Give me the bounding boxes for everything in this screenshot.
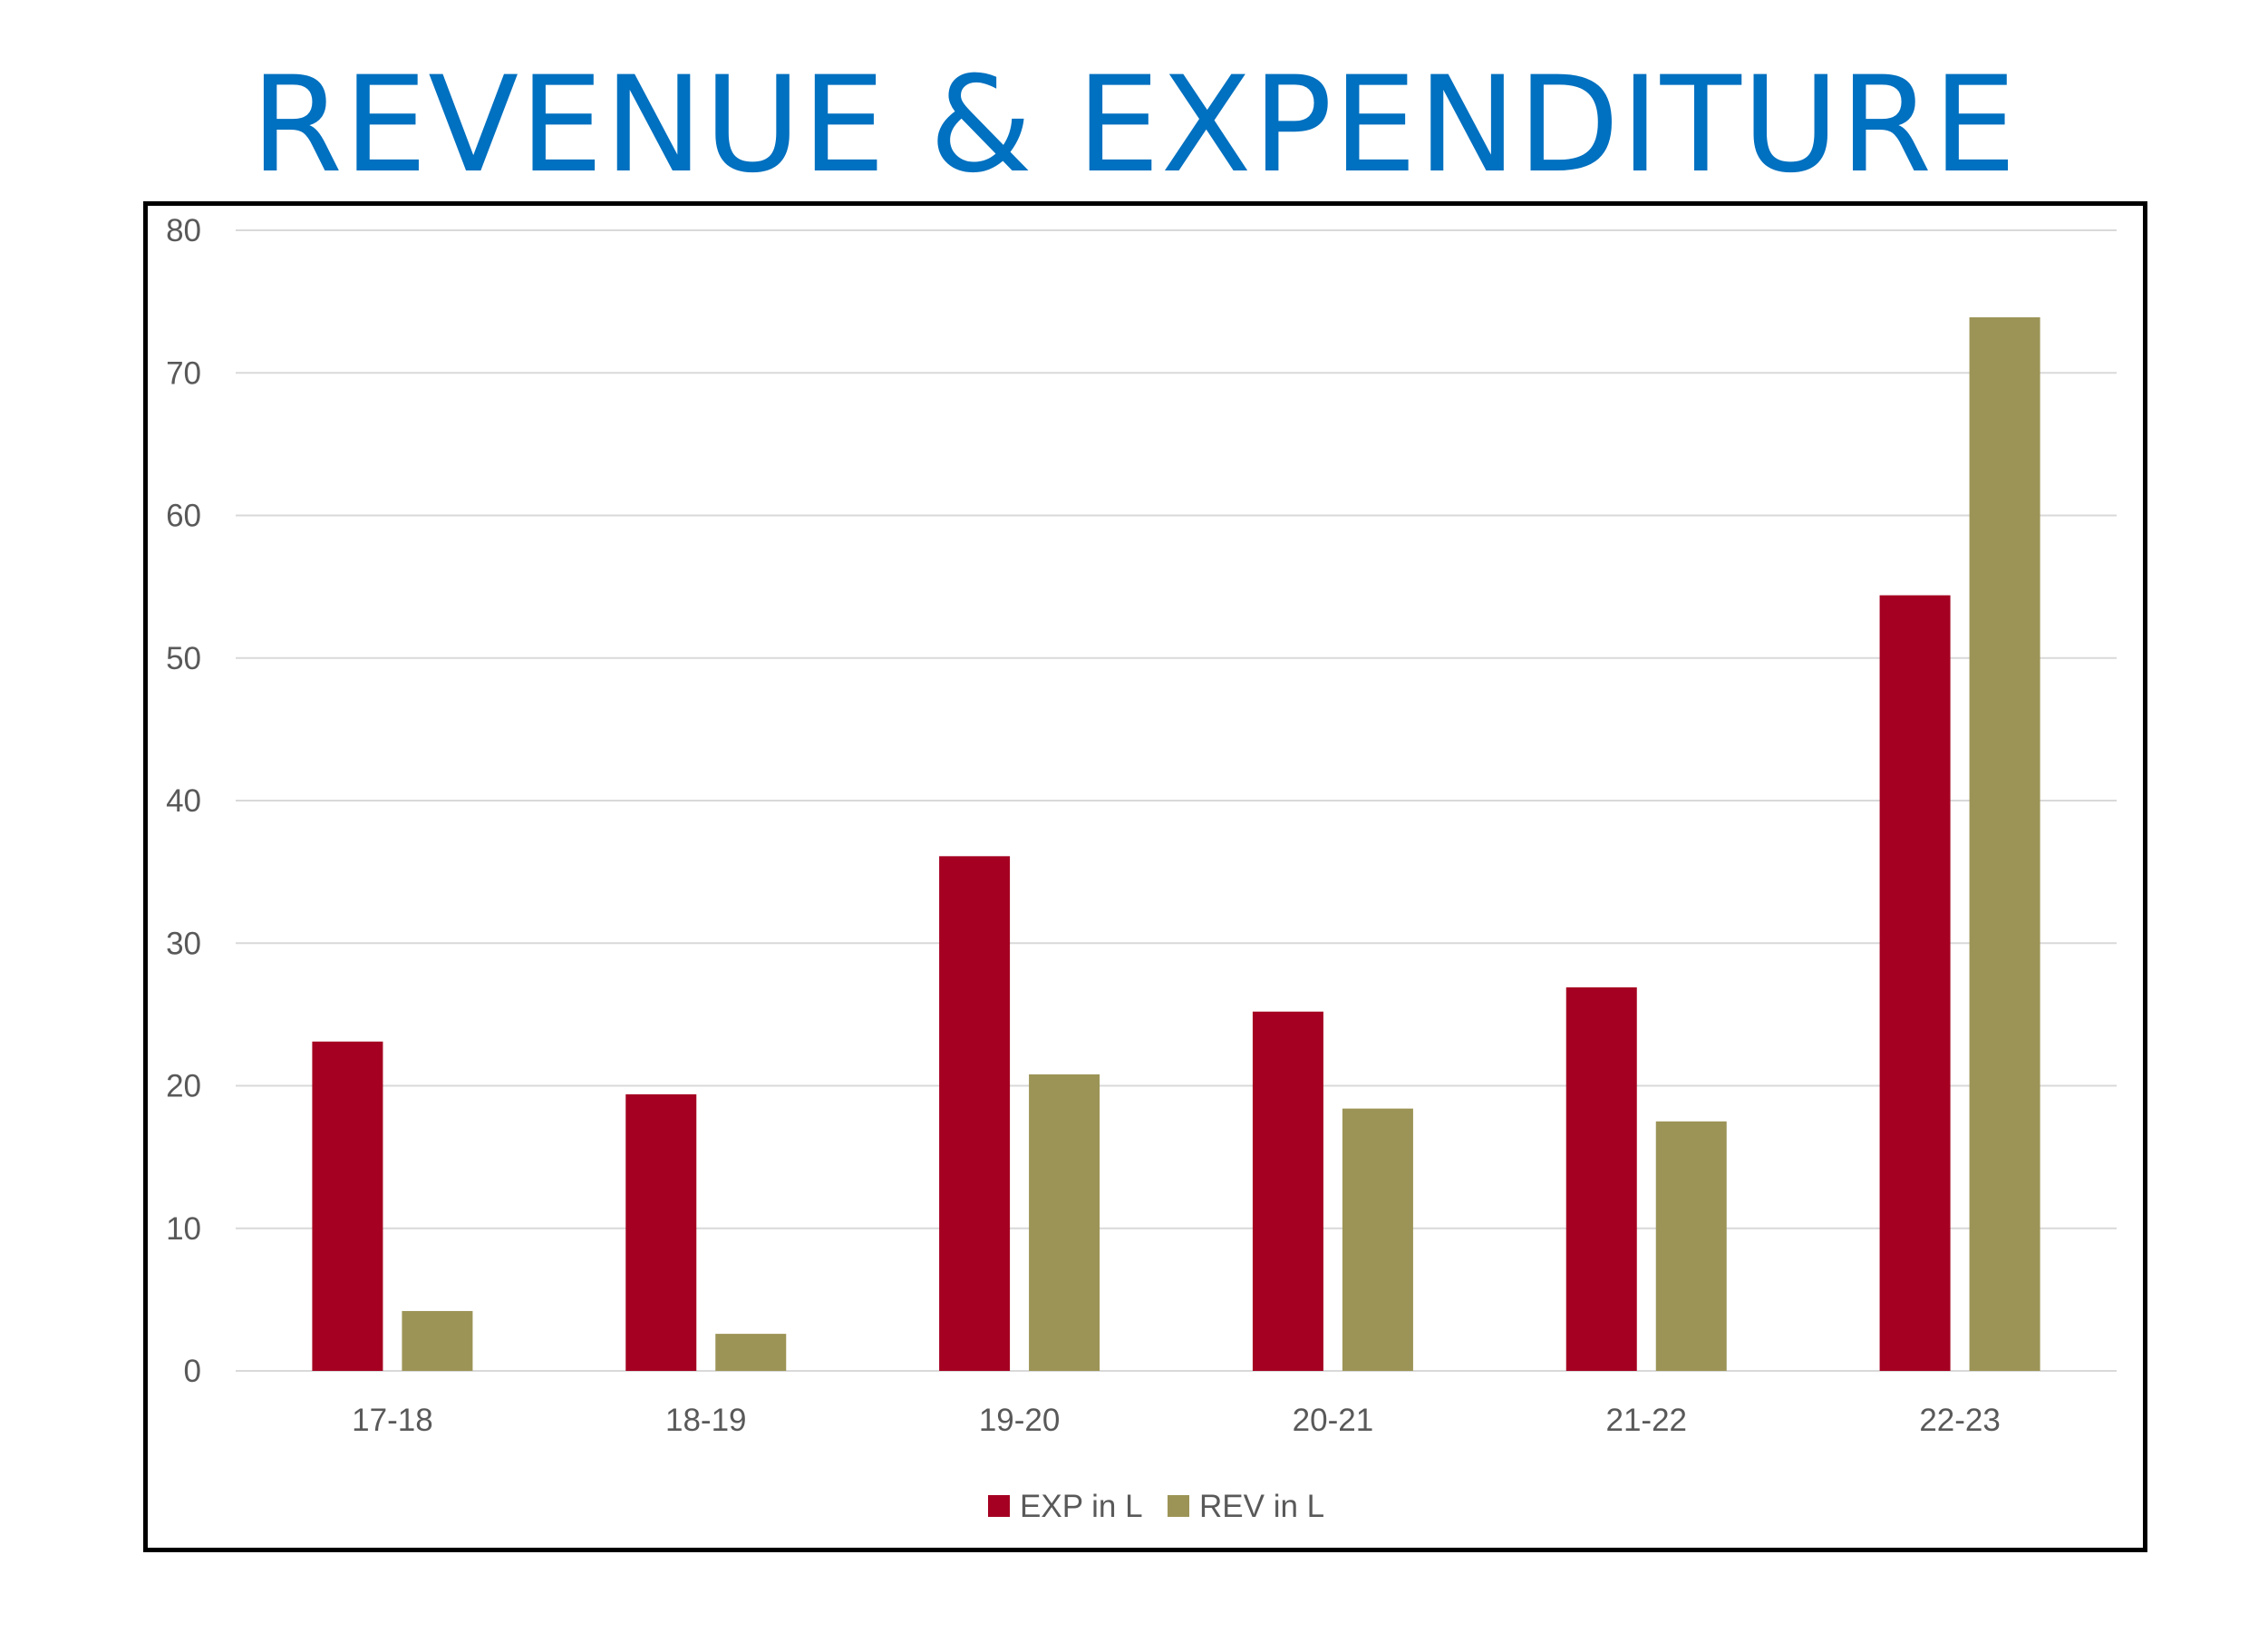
bar-rev-18-19 <box>715 1334 787 1371</box>
bar-rev-21-22 <box>1655 1121 1727 1371</box>
x-tick-label: 22-23 <box>1919 1403 2001 1438</box>
gridlines <box>236 229 2117 1372</box>
chart-frame <box>143 201 2147 1552</box>
legend-swatch <box>988 1495 1010 1517</box>
legend-label: EXP in L <box>1020 1489 1143 1524</box>
y-tick-label: 80 <box>166 213 201 248</box>
y-tick-label: 20 <box>166 1069 201 1104</box>
bar-exp-21-22 <box>1565 986 1637 1371</box>
x-tick-label: 20-21 <box>1293 1403 1374 1438</box>
bar-exp-18-19 <box>625 1093 697 1371</box>
x-tick-label: 19-20 <box>979 1403 1061 1438</box>
y-tick-label: 30 <box>166 926 201 961</box>
y-tick-label: 0 <box>184 1354 201 1389</box>
bar-rev-19-20 <box>1029 1074 1100 1371</box>
legend: EXP in L REV in L <box>988 1489 1324 1524</box>
y-tick-label: 70 <box>166 355 201 391</box>
x-tick-label: 18-19 <box>665 1403 747 1438</box>
bar-rev-17-18 <box>402 1310 473 1371</box>
bar-rev-20-21 <box>1342 1108 1413 1371</box>
bar-exp-20-21 <box>1252 1011 1323 1371</box>
x-tick-label: 17-18 <box>352 1403 433 1438</box>
y-tick-label: 60 <box>166 499 201 534</box>
x-tick-label: 21-22 <box>1605 1403 1687 1438</box>
bar-rev-22-23 <box>1969 316 2040 1371</box>
y-tick-label: 40 <box>166 783 201 819</box>
legend-label: REV in L <box>1199 1489 1324 1524</box>
y-tick-label: 10 <box>166 1211 201 1247</box>
x-axis-tick-labels: 17-18 18-19 19-20 20-21 21-22 22-23 <box>352 1403 2001 1438</box>
bar-exp-19-20 <box>939 856 1011 1371</box>
y-tick-label: 50 <box>166 641 201 676</box>
bars <box>312 316 2040 1371</box>
y-axis-tick-labels: 0 10 20 30 40 50 60 70 80 <box>166 213 201 1389</box>
page-title: REVENUE & EXPENDITURE <box>250 48 2018 202</box>
bar-exp-17-18 <box>312 1041 383 1371</box>
legend-swatch <box>1168 1495 1189 1517</box>
bar-exp-22-23 <box>1879 595 1951 1371</box>
